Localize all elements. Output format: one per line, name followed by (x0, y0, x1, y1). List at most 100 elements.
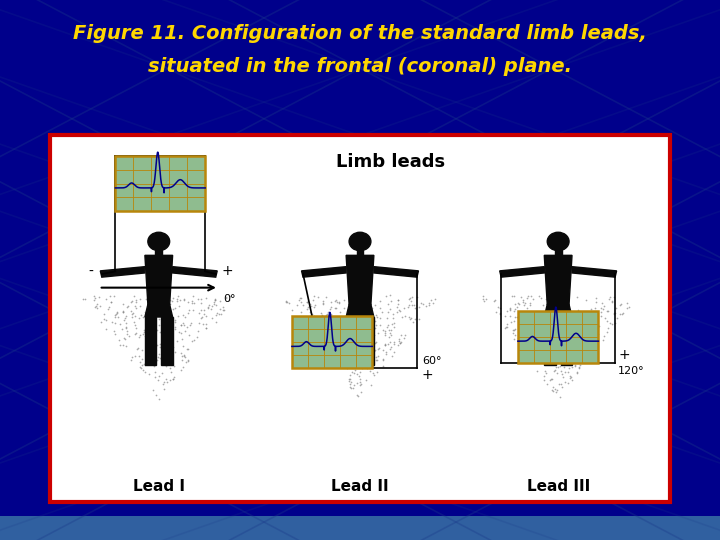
Point (563, 368, 575, 376)
Point (163, 333, 175, 342)
Point (591, 341, 603, 350)
Point (132, 333, 144, 341)
Point (377, 307, 388, 316)
Point (116, 324, 127, 333)
Point (522, 341, 534, 350)
Point (182, 357, 194, 366)
Point (546, 375, 557, 383)
Point (168, 305, 179, 313)
Point (358, 334, 369, 343)
Polygon shape (544, 317, 556, 365)
Point (552, 331, 563, 340)
Point (351, 312, 363, 320)
Point (114, 320, 125, 329)
Point (146, 319, 158, 327)
Point (305, 302, 317, 310)
Point (564, 341, 576, 350)
Point (165, 299, 176, 308)
Point (560, 314, 572, 323)
Point (125, 298, 137, 306)
Point (504, 312, 516, 320)
Point (173, 302, 184, 310)
Point (148, 386, 159, 394)
Point (354, 368, 366, 377)
Point (373, 344, 384, 353)
Point (365, 367, 377, 375)
Point (162, 348, 174, 357)
Point (541, 343, 553, 352)
Point (177, 319, 189, 328)
Point (161, 335, 173, 343)
Point (349, 366, 361, 375)
Point (161, 338, 173, 347)
Point (98, 315, 109, 323)
Point (528, 312, 540, 321)
Point (359, 360, 370, 369)
Point (593, 322, 605, 330)
Point (371, 321, 382, 329)
Point (197, 320, 209, 328)
Point (369, 339, 381, 347)
Point (513, 300, 525, 308)
Point (183, 306, 194, 314)
Point (614, 301, 626, 309)
Point (343, 377, 354, 386)
Point (543, 338, 554, 347)
Point (427, 299, 438, 307)
Point (344, 383, 356, 391)
Point (369, 346, 380, 355)
Point (167, 343, 179, 352)
Point (361, 314, 373, 323)
Point (574, 363, 585, 372)
Point (328, 353, 340, 361)
Point (153, 395, 164, 403)
Point (333, 299, 345, 307)
Point (202, 302, 214, 311)
Point (321, 330, 333, 339)
Point (352, 343, 364, 352)
Point (580, 344, 591, 353)
Point (89, 293, 101, 302)
Point (571, 293, 582, 302)
Point (302, 305, 313, 313)
Point (609, 319, 621, 327)
Point (589, 331, 600, 340)
Point (192, 327, 204, 336)
Point (176, 328, 187, 337)
Point (362, 315, 374, 323)
Point (604, 292, 616, 301)
Point (582, 349, 593, 358)
Point (168, 362, 180, 370)
Point (77, 295, 89, 303)
Point (90, 301, 102, 310)
Point (345, 371, 356, 380)
Point (587, 323, 598, 332)
Point (109, 330, 121, 339)
Point (302, 298, 313, 306)
Point (364, 336, 376, 345)
Point (360, 324, 372, 333)
Point (91, 303, 102, 312)
Point (215, 309, 227, 318)
Point (139, 332, 150, 340)
Point (280, 298, 292, 306)
Point (377, 361, 389, 370)
Point (207, 301, 218, 310)
Point (534, 312, 545, 320)
Point (356, 340, 367, 349)
Point (408, 301, 420, 309)
Point (107, 318, 118, 326)
Point (109, 313, 120, 321)
Point (555, 315, 567, 324)
Point (184, 330, 195, 339)
Point (385, 330, 397, 339)
Point (111, 308, 122, 316)
Point (523, 322, 534, 331)
Point (549, 345, 561, 354)
Point (508, 316, 520, 325)
Point (211, 309, 222, 318)
Point (214, 305, 225, 313)
Point (380, 349, 392, 358)
Point (536, 294, 547, 302)
Point (325, 298, 336, 306)
